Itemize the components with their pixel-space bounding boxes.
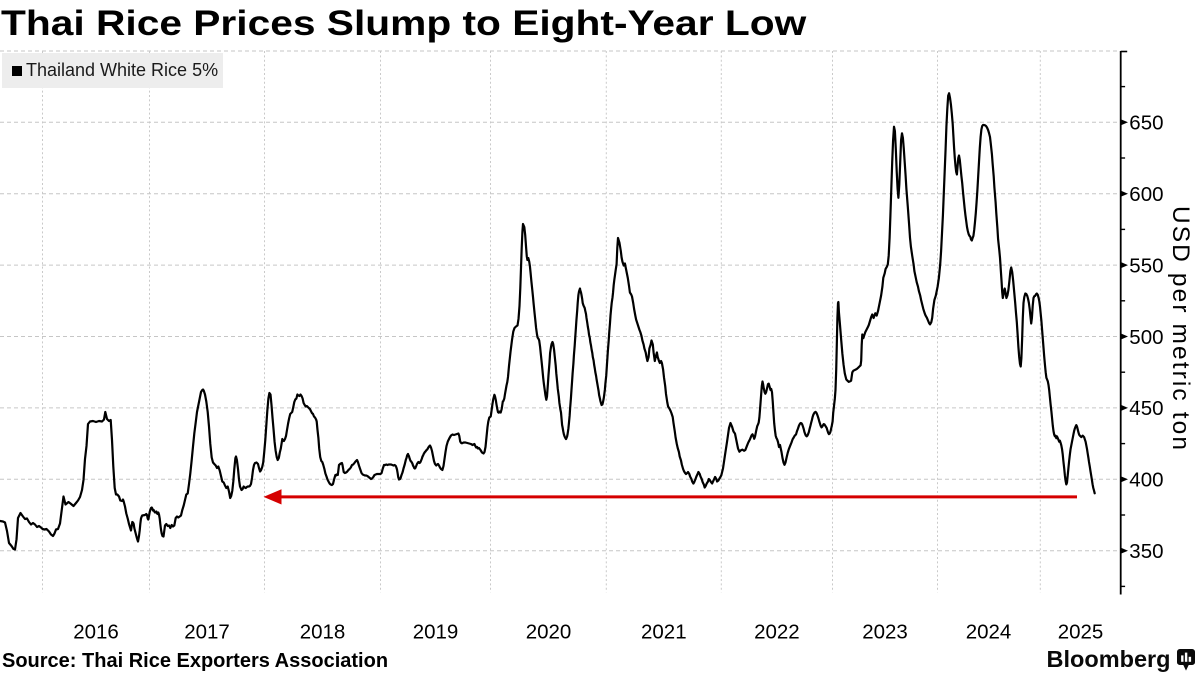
svg-text:350: 350 bbox=[1129, 540, 1163, 563]
svg-text:2021: 2021 bbox=[641, 621, 687, 644]
svg-text:650: 650 bbox=[1129, 112, 1163, 135]
svg-text:2023: 2023 bbox=[862, 621, 908, 644]
svg-text:550: 550 bbox=[1129, 254, 1163, 277]
svg-text:2017: 2017 bbox=[184, 621, 230, 644]
svg-text:500: 500 bbox=[1129, 326, 1163, 349]
svg-text:600: 600 bbox=[1129, 183, 1163, 206]
svg-text:2019: 2019 bbox=[413, 621, 459, 644]
svg-text:2016: 2016 bbox=[73, 621, 119, 644]
svg-text:2020: 2020 bbox=[526, 621, 572, 644]
svg-text:2022: 2022 bbox=[754, 621, 800, 644]
svg-text:450: 450 bbox=[1129, 397, 1163, 420]
svg-text:USD per metric ton: USD per metric ton bbox=[1167, 206, 1194, 452]
svg-text:2018: 2018 bbox=[300, 621, 346, 644]
svg-text:400: 400 bbox=[1129, 469, 1163, 492]
svg-text:2025: 2025 bbox=[1058, 621, 1104, 644]
svg-text:2024: 2024 bbox=[966, 621, 1012, 644]
